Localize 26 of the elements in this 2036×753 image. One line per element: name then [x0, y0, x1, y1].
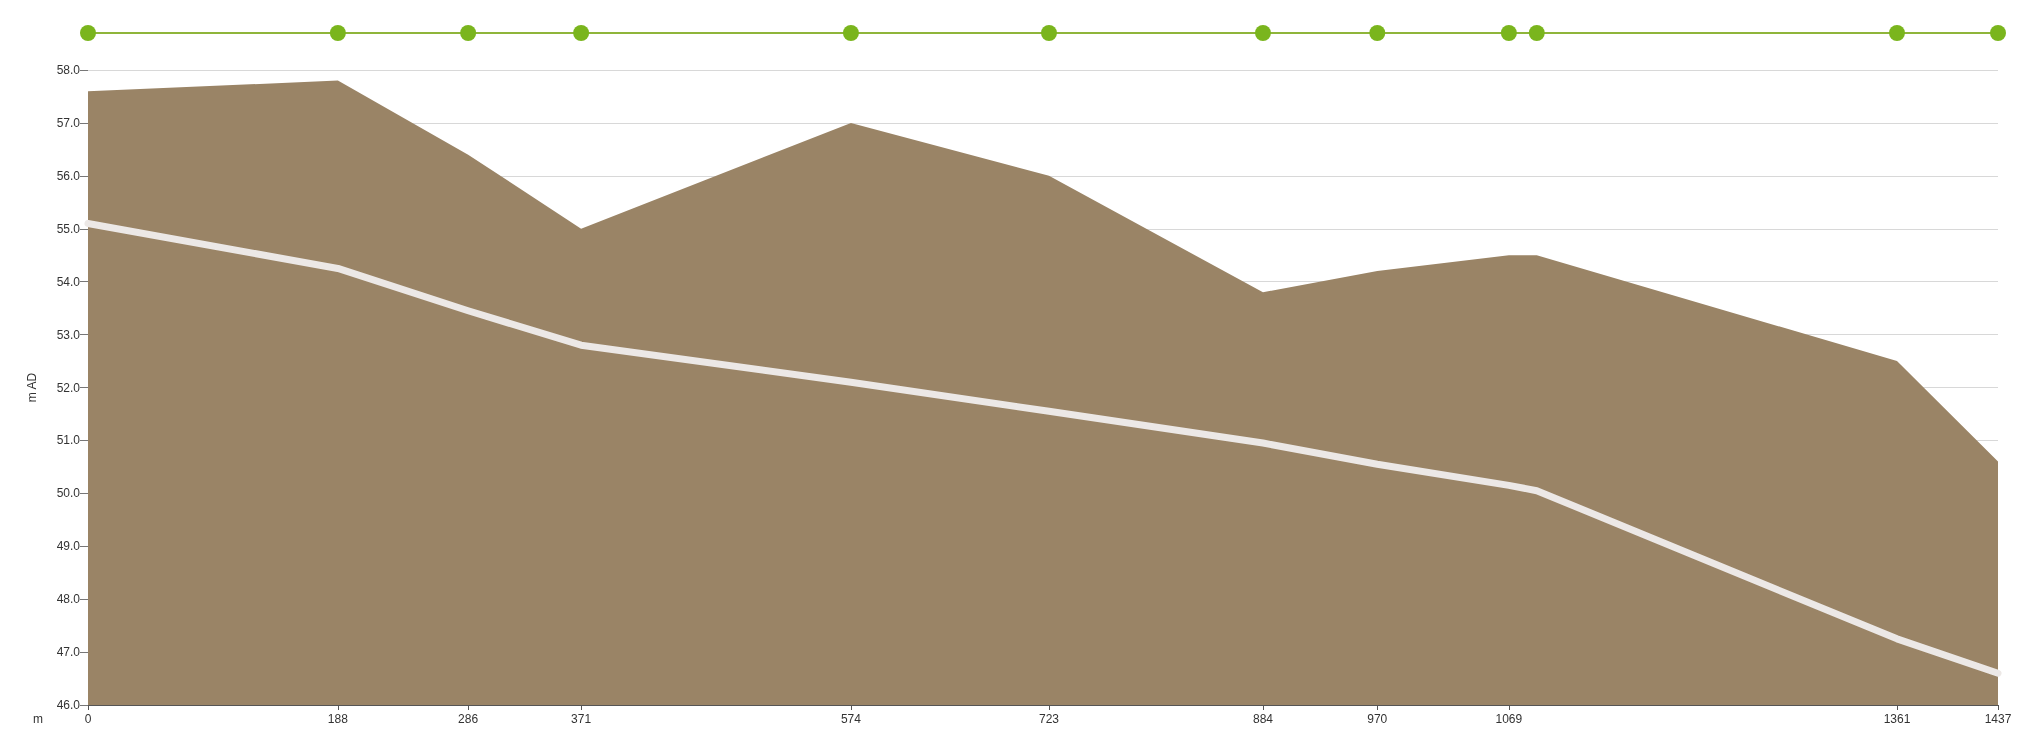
y-tick-label: 57.0 [56, 115, 81, 130]
x-tick-label: 188 [327, 712, 349, 726]
y-tick-label: 48.0 [56, 592, 81, 607]
y-tick-label: 49.0 [56, 539, 81, 554]
y-tick-label: 55.0 [56, 221, 81, 236]
x-axis-title: m [33, 712, 43, 726]
x-tick-label: 574 [840, 712, 862, 726]
y-tick-label: 54.0 [56, 274, 81, 289]
y-tick-label: 51.0 [56, 433, 81, 448]
y-tick-label: 47.0 [56, 645, 81, 660]
x-tick-label: 371 [571, 712, 592, 726]
y-tick-label: 53.0 [56, 327, 81, 342]
x-tick-label: 0 [84, 712, 92, 726]
y-tick-label: 50.0 [56, 486, 81, 501]
x-tick-label: 1069 [1495, 712, 1523, 726]
x-tick-label: 970 [1367, 712, 1388, 726]
x-tick-label: 884 [1252, 712, 1274, 726]
y-tick-label: 56.0 [56, 168, 81, 183]
y-tick-label: 52.0 [56, 380, 81, 395]
x-tick-label: 1361 [1883, 712, 1911, 726]
y-tick-label: 46.0 [56, 698, 81, 712]
y-axis-title: m AD [25, 372, 39, 403]
y-tick-label: 58.0 [56, 63, 81, 77]
x-tick-label: 286 [458, 712, 479, 726]
x-tick-label: 1437 [1984, 712, 2012, 726]
x-tick-label: 723 [1038, 712, 1060, 726]
